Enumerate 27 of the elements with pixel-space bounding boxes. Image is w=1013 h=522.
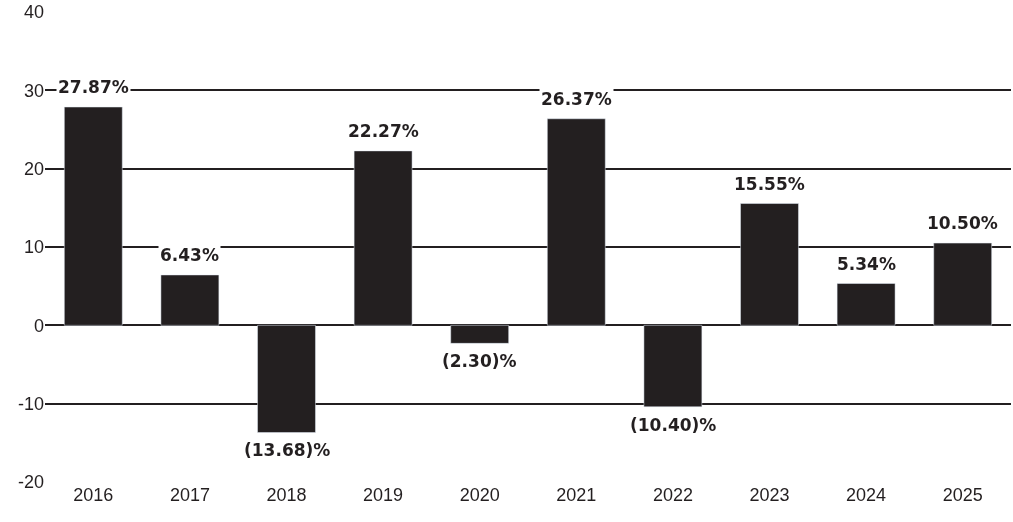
y-tick-label: -10 — [17, 393, 44, 414]
y-tick-label: 30 — [23, 80, 44, 101]
x-tick-label: 2018 — [266, 485, 307, 505]
x-tick-label: 2017 — [169, 485, 210, 505]
data-label: 10.50% — [927, 213, 998, 233]
data-label: 5.34% — [837, 254, 896, 274]
data-label: 26.37% — [541, 89, 612, 109]
x-tick-label: 2019 — [363, 485, 404, 505]
y-tick-label: 40 — [23, 2, 44, 23]
x-tick-label: 2016 — [73, 485, 114, 505]
x-tick-label: 2024 — [846, 485, 887, 505]
y-tick-label: -20 — [17, 472, 44, 493]
data-label: 27.87% — [58, 77, 129, 97]
y-tick-label: 0 — [33, 315, 44, 336]
data-label: (2.30)% — [442, 351, 517, 371]
x-tick-label: 2022 — [652, 485, 693, 505]
x-tick-label: 2023 — [749, 485, 790, 505]
data-label: 15.55% — [734, 174, 805, 194]
data-label: (10.40)% — [630, 415, 717, 435]
x-tick-label: 2021 — [556, 485, 597, 505]
data-label: 6.43% — [160, 245, 219, 265]
x-tick-label: 2020 — [459, 485, 500, 505]
y-tick-label: 10 — [23, 237, 44, 258]
data-label: 22.27% — [348, 121, 419, 141]
x-tick-label: 2025 — [942, 485, 983, 505]
data-label: (13.68)% — [244, 440, 331, 460]
y-tick-label: 20 — [23, 158, 44, 179]
